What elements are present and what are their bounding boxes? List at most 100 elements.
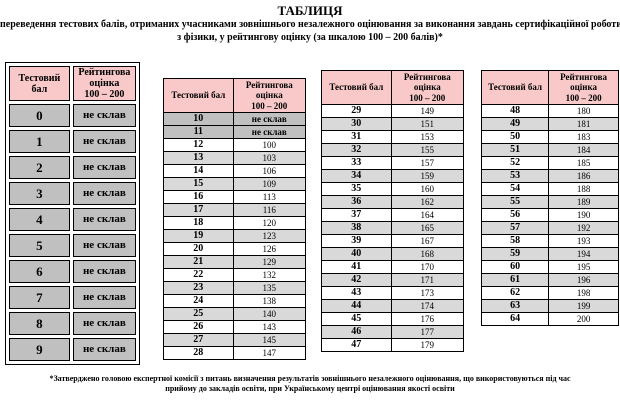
rating-cell: 113 bbox=[232, 190, 307, 204]
table-row: 37 164 bbox=[321, 208, 465, 222]
rating-cell: 177 bbox=[390, 325, 465, 339]
table-row: 8 не склав bbox=[9, 312, 136, 335]
test-score-cell: 44 bbox=[321, 299, 392, 313]
table-row: 45 176 bbox=[321, 312, 465, 326]
rating-cell: 189 bbox=[548, 195, 619, 209]
table-row: 4 не склав bbox=[9, 208, 136, 231]
rating-cell: 193 bbox=[548, 234, 619, 248]
test-score-cell: 30 bbox=[321, 117, 392, 131]
rating-cell: 120 bbox=[232, 216, 307, 230]
table-row: 12 100 bbox=[163, 138, 307, 152]
table-row: 40 168 bbox=[321, 247, 465, 261]
rating-cell: 179 bbox=[390, 338, 465, 352]
table-row: 2 не склав bbox=[9, 156, 136, 179]
table-row: 28 147 bbox=[163, 346, 307, 360]
table-row: 60 195 bbox=[480, 260, 619, 274]
test-score-cell: 21 bbox=[163, 255, 234, 269]
table-row: 51 184 bbox=[480, 143, 619, 157]
rating-cell: 181 bbox=[548, 117, 619, 131]
test-score-cell: 62 bbox=[480, 286, 550, 300]
rating-cell: не склав bbox=[72, 260, 136, 283]
table-row: 18 120 bbox=[163, 216, 307, 230]
rating-cell: 192 bbox=[548, 221, 619, 235]
rating-cell: не склав bbox=[72, 234, 136, 257]
test-score-cell: 23 bbox=[163, 281, 234, 295]
table-row: 14 106 bbox=[163, 164, 307, 178]
test-score-cell: 2 bbox=[9, 156, 70, 179]
rating-cell: 126 bbox=[232, 242, 307, 256]
test-score-cell: 22 bbox=[163, 268, 234, 282]
table-row: 61 196 bbox=[480, 273, 619, 287]
rating-cell: 184 bbox=[548, 143, 619, 157]
rating-cell: 143 bbox=[232, 320, 307, 334]
table-row: 1 не склав bbox=[9, 130, 136, 153]
rating-cell: 200 bbox=[548, 312, 619, 326]
table-body: 29 149 30 151 31 153 32 155 33 157 34 159 35 160 36 162… bbox=[321, 104, 465, 352]
table-header: Тестовий бал Рейтингова оцінка 100 – 200 bbox=[9, 66, 136, 101]
test-score-cell: 52 bbox=[480, 156, 550, 170]
test-score-cell: 24 bbox=[163, 294, 234, 308]
rating-cell: 145 bbox=[232, 333, 307, 347]
footnote: *Затверджено головою експертної комісії … bbox=[49, 374, 571, 393]
rating-cell: 170 bbox=[390, 260, 465, 274]
rating-cell: не склав bbox=[72, 104, 136, 127]
table-row: 56 190 bbox=[480, 208, 619, 222]
table-row: 5 не склав bbox=[9, 234, 136, 257]
rating-cell: 198 bbox=[548, 286, 619, 300]
table-header: Тестовий бал Рейтингова оцінка 100 – 200 bbox=[480, 70, 619, 105]
test-score-cell: 28 bbox=[163, 346, 234, 360]
rating-cell: 160 bbox=[390, 182, 465, 196]
test-score-cell: 8 bbox=[9, 312, 70, 335]
table-row: 13 103 bbox=[163, 151, 307, 165]
table-row: 11 не склав bbox=[163, 125, 307, 139]
table-header: Тестовий бал Рейтингова оцінка 100 – 200 bbox=[321, 70, 465, 105]
test-score-cell: 50 bbox=[480, 130, 550, 144]
rating-cell: 100 bbox=[232, 138, 307, 152]
table-row: 19 123 bbox=[163, 229, 307, 243]
test-score-cell: 7 bbox=[9, 286, 70, 309]
test-score-cell: 12 bbox=[163, 138, 234, 152]
table-row: 39 167 bbox=[321, 234, 465, 248]
table-row: 54 188 bbox=[480, 182, 619, 196]
table-row: 29 149 bbox=[321, 104, 465, 118]
test-score-cell: 61 bbox=[480, 273, 550, 287]
table-row: 42 171 bbox=[321, 273, 465, 287]
rating-column-header: Рейтингова оцінка 100 – 200 bbox=[548, 70, 619, 105]
test-score-cell: 25 bbox=[163, 307, 234, 321]
rating-cell: 153 bbox=[390, 130, 465, 144]
table-row: 49 181 bbox=[480, 117, 619, 131]
test-score-cell: 16 bbox=[163, 190, 234, 204]
table-row: 22 132 bbox=[163, 268, 307, 282]
table-row: 15 109 bbox=[163, 177, 307, 191]
table-row: 23 135 bbox=[163, 281, 307, 295]
rating-cell: 194 bbox=[548, 247, 619, 261]
rating-cell: не склав bbox=[72, 312, 136, 335]
test-score-cell: 4 bbox=[9, 208, 70, 231]
table-header: Тестовий бал Рейтингова оцінка 100 – 200 bbox=[163, 78, 307, 113]
test-score-cell: 13 bbox=[163, 151, 234, 165]
table-row: 7 не склав bbox=[9, 286, 136, 309]
rating-cell: 190 bbox=[548, 208, 619, 222]
rating-cell: не склав bbox=[72, 208, 136, 231]
table-row: 53 186 bbox=[480, 169, 619, 183]
rating-cell: 171 bbox=[390, 273, 465, 287]
test-score-cell: 51 bbox=[480, 143, 550, 157]
table-row: 34 159 bbox=[321, 169, 465, 183]
test-score-cell: 35 bbox=[321, 182, 392, 196]
rating-cell: не склав bbox=[72, 286, 136, 309]
test-score-cell: 40 bbox=[321, 247, 392, 261]
test-score-cell: 18 bbox=[163, 216, 234, 230]
title-block: ТАБЛИЦЯ переведення тестових балів, отри… bbox=[0, 3, 620, 44]
rating-column-header: Рейтингова оцінка 100 – 200 bbox=[232, 78, 307, 113]
test-score-cell: 59 bbox=[480, 247, 550, 261]
table-row: 44 174 bbox=[321, 299, 465, 313]
table-row: 50 183 bbox=[480, 130, 619, 144]
table-row: 46 177 bbox=[321, 325, 465, 339]
test-score-cell: 36 bbox=[321, 195, 392, 209]
test-score-cell: 14 bbox=[163, 164, 234, 178]
rating-cell: не склав bbox=[232, 125, 307, 139]
rating-cell: 138 bbox=[232, 294, 307, 308]
rating-cell: 162 bbox=[390, 195, 465, 209]
test-score-cell: 29 bbox=[321, 104, 392, 118]
table-row: 27 145 bbox=[163, 333, 307, 347]
